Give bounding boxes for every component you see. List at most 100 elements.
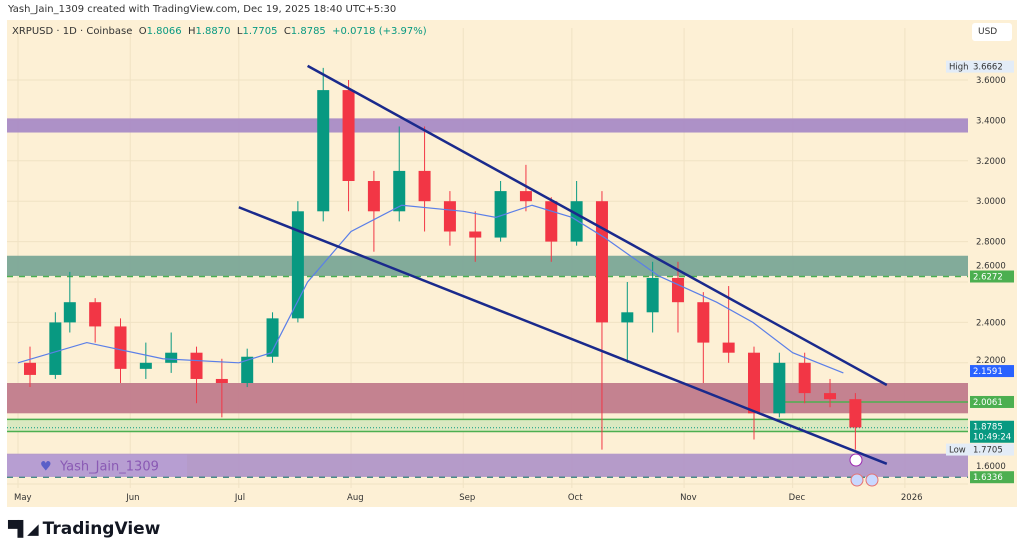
price-axis bbox=[968, 28, 1017, 488]
price-tick-label: 2.6000 bbox=[976, 262, 1006, 272]
candle-body bbox=[215, 378, 228, 383]
price-tick-label: 3.6000 bbox=[976, 76, 1006, 86]
low-label: L bbox=[236, 26, 243, 37]
candle-body bbox=[748, 352, 760, 414]
candle-body bbox=[671, 277, 684, 303]
level-price-label: 1.6336 bbox=[973, 473, 1003, 483]
time-tick-label: Sep bbox=[459, 493, 475, 503]
candle-body bbox=[241, 356, 254, 383]
candle-body bbox=[697, 302, 710, 343]
candle-body bbox=[595, 201, 608, 323]
last-price-label: 1.8785 bbox=[973, 423, 1003, 433]
candle-body bbox=[798, 362, 811, 394]
time-tick-label: Aug bbox=[347, 493, 364, 503]
price-tick-label: 3.2000 bbox=[976, 157, 1006, 167]
candle-body bbox=[367, 181, 380, 212]
candle-body bbox=[49, 322, 62, 375]
level-price-label-bg bbox=[970, 395, 1014, 408]
event-flash-icon bbox=[849, 453, 863, 467]
time-tick-label: May bbox=[14, 493, 32, 503]
bar-countdown-label: 10:49:24 bbox=[973, 433, 1011, 443]
candle-body bbox=[89, 302, 102, 327]
tradingview-logo-icon: ▀▌◢ bbox=[8, 520, 39, 538]
last-price-bg bbox=[970, 420, 1014, 443]
price-tick-label: 3.0000 bbox=[976, 197, 1006, 207]
candle-body bbox=[849, 399, 862, 428]
trendline bbox=[306, 64, 888, 387]
zone bbox=[7, 255, 968, 276]
zone bbox=[7, 453, 968, 477]
symbol-legend: XRPUSD · 1D · Coinbase O1.8066 H1.8870 L… bbox=[12, 26, 427, 37]
candle-body bbox=[24, 362, 36, 375]
price-tick-label: 2.2000 bbox=[976, 356, 1006, 366]
open-label: O bbox=[138, 26, 147, 37]
high-value: 1.8870 bbox=[195, 26, 231, 37]
time-tick-label: Jun bbox=[125, 493, 139, 503]
candle-body bbox=[139, 362, 152, 369]
trendline bbox=[238, 206, 888, 465]
candle-body bbox=[165, 352, 178, 363]
ma-price-label-bg bbox=[970, 365, 1014, 378]
currency-button[interactable]: USD bbox=[972, 23, 1012, 41]
high-tag: High bbox=[949, 63, 969, 73]
candle-body bbox=[291, 211, 304, 319]
moving-average-line bbox=[17, 204, 844, 374]
chart-credit: Yash_Jain_1309 created with TradingView.… bbox=[8, 4, 397, 15]
time-tick-label: Dec bbox=[789, 493, 806, 503]
open-value: 1.8066 bbox=[146, 26, 182, 37]
change-value: +0.0718 (+3.97%) bbox=[332, 26, 427, 37]
close-label: C bbox=[283, 26, 291, 37]
candle-body bbox=[342, 90, 355, 181]
high-label: H bbox=[187, 26, 196, 37]
brand-name: TradingView bbox=[42, 519, 161, 539]
economic-event-icon bbox=[865, 473, 879, 487]
candle-body bbox=[494, 191, 507, 238]
price-tick-label: 1.6000 bbox=[976, 462, 1006, 472]
zone bbox=[7, 383, 968, 414]
candle-body bbox=[570, 201, 583, 242]
price-tick-label: 2.4000 bbox=[976, 318, 1006, 328]
level-price-label: 2.6272 bbox=[973, 273, 1003, 283]
level-price-label-bg bbox=[970, 270, 1014, 283]
candle-body bbox=[469, 231, 482, 238]
candle-body bbox=[646, 277, 659, 313]
symbol-info: XRPUSD · 1D · Coinbase bbox=[12, 26, 133, 37]
heart-icon: ♥ bbox=[40, 460, 52, 475]
low-value: 1.7705 bbox=[242, 26, 278, 37]
low-price-label: 1.7705 bbox=[973, 446, 1003, 456]
high-price-label: 3.6662 bbox=[973, 63, 1003, 73]
economic-event-icon bbox=[850, 473, 864, 487]
low-price-label-bg bbox=[970, 443, 1014, 456]
brand: ▀▌◢ TradingView bbox=[8, 519, 160, 539]
time-axis bbox=[7, 488, 1017, 507]
candle-body bbox=[418, 170, 431, 202]
high-tag-bg bbox=[946, 60, 970, 73]
low-tag: Low bbox=[949, 446, 966, 456]
candle-body bbox=[824, 393, 837, 400]
ma-price-label: 2.1591 bbox=[973, 367, 1003, 377]
price-tick-label: 2.8000 bbox=[976, 238, 1006, 248]
low-tag-bg bbox=[946, 443, 970, 456]
candle-body bbox=[317, 90, 330, 212]
candle-body bbox=[393, 170, 406, 212]
time-tick-label: Oct bbox=[568, 493, 583, 503]
zone bbox=[7, 419, 968, 432]
watermark-text: Yash_Jain_1309 bbox=[59, 460, 159, 475]
candle-body bbox=[519, 191, 532, 202]
candle-body bbox=[773, 362, 786, 414]
level-price-label: 2.0061 bbox=[973, 398, 1003, 408]
candle-body bbox=[722, 342, 735, 353]
candle-body bbox=[621, 312, 634, 323]
price-tick-label: 3.4000 bbox=[976, 116, 1006, 126]
candle-body bbox=[545, 201, 558, 242]
time-tick-label: Jul bbox=[234, 493, 245, 503]
candle-body bbox=[266, 318, 279, 357]
candle-body bbox=[443, 201, 456, 232]
candle-body bbox=[114, 326, 127, 369]
level-price-label-bg bbox=[970, 471, 1014, 484]
close-value: 1.8785 bbox=[290, 26, 326, 37]
zone bbox=[7, 118, 968, 133]
time-tick-label: Nov bbox=[680, 493, 697, 503]
watermark-box bbox=[7, 454, 187, 477]
